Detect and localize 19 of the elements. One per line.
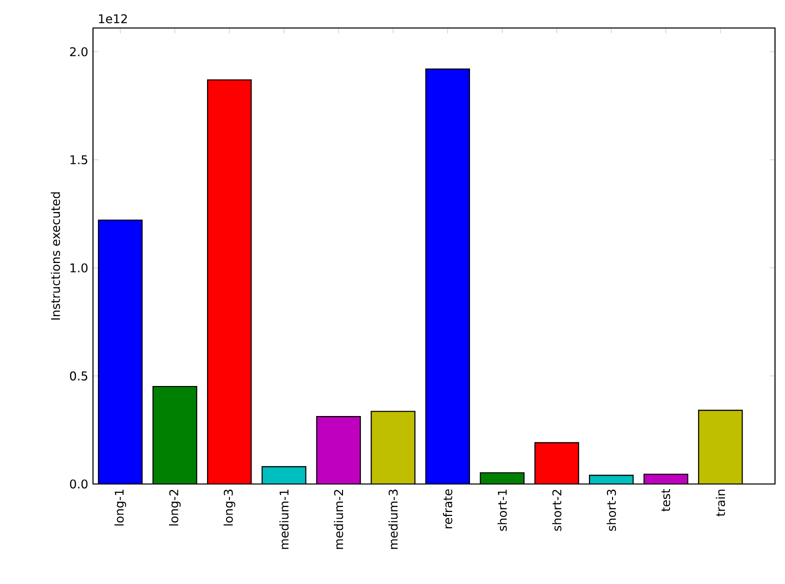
y-tick-label: 1.0: [70, 263, 88, 272]
y-tick-label: 1.5: [70, 155, 88, 164]
x-tick-label: long-2: [169, 490, 181, 526]
x-tick-label: refrate: [443, 489, 452, 528]
x-tick-label: medium-3: [388, 490, 398, 549]
y-tick-label: 2.0: [70, 47, 88, 56]
y-tick-label: 0.0: [70, 479, 88, 489]
x-tick-label: short-3: [606, 490, 616, 531]
y-axis-title: Instructions executed: [50, 192, 60, 320]
x-tick-label: short-1: [498, 490, 507, 531]
x-tick-label: test: [662, 488, 670, 512]
x-tick-label: short-2: [552, 490, 562, 531]
x-tick-label: long-1: [114, 490, 126, 526]
x-tick-label: train: [716, 490, 726, 516]
x-tick-label: medium-1: [279, 490, 289, 549]
text: 1e12: [99, 14, 127, 24]
x-tick-label: medium-2: [334, 490, 344, 549]
y-tick-label: 0.5: [70, 371, 88, 380]
x-tick-label: long-3: [224, 490, 236, 526]
